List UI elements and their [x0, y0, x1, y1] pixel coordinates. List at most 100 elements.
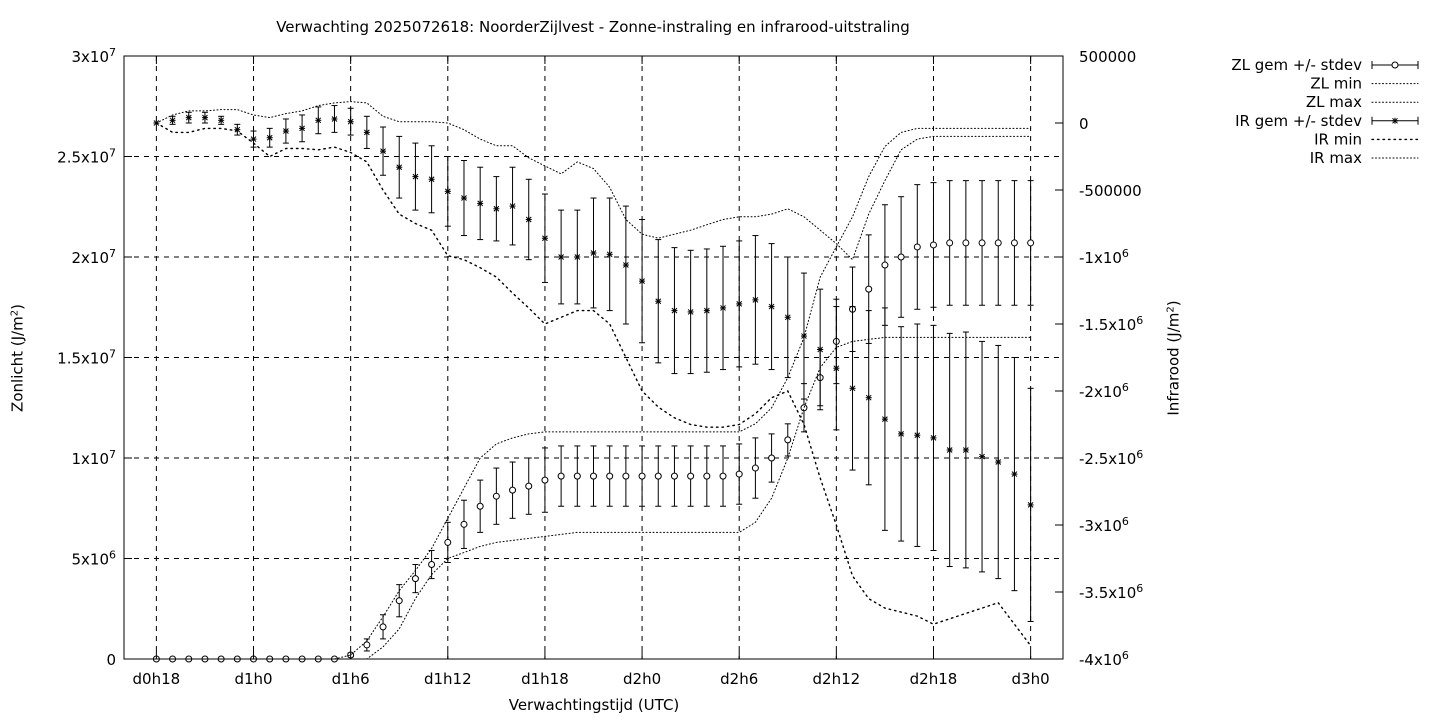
data-point — [638, 472, 646, 480]
series-layer — [152, 101, 1035, 663]
data-point — [590, 472, 597, 480]
data-point — [380, 148, 387, 155]
data-point — [363, 129, 370, 136]
x-tick-label: d2h18 — [910, 670, 958, 688]
data-point — [299, 125, 306, 132]
y-axis-label: Zonlicht (J/m2) — [8, 304, 27, 412]
data-point — [266, 134, 273, 141]
series-line-ir-max — [155, 101, 1032, 261]
data-point — [1011, 471, 1018, 478]
data-point — [784, 436, 792, 444]
y2-tick-label: -1x106 — [1079, 247, 1129, 267]
y2-tick-label: -3.5x106 — [1079, 582, 1143, 602]
data-point — [347, 118, 354, 125]
data-point — [492, 492, 500, 500]
x-tick-label: d1h18 — [521, 670, 569, 688]
data-point — [687, 308, 694, 315]
data-point — [994, 239, 1002, 247]
data-point — [768, 454, 776, 462]
data-point — [412, 173, 419, 180]
data-point — [670, 472, 678, 480]
data-point — [898, 430, 905, 437]
y-tick-label: 0 — [106, 651, 116, 669]
axes: d0h18 d1h0 d1h6 d1h12 d1h18 d2h0 d2h6 d2h12 d2h1… — [57, 46, 1143, 688]
x-tick-label: d2h6 — [720, 670, 758, 688]
data-point — [833, 365, 840, 372]
data-point — [914, 432, 921, 439]
data-point — [930, 434, 937, 441]
data-point — [428, 561, 436, 569]
legend-label: IR gem +/- stdev — [1235, 112, 1362, 130]
y-tick-label: 1.5x107 — [57, 348, 116, 368]
data-point — [411, 575, 419, 583]
x-tick-label: d1h12 — [424, 670, 472, 688]
data-point — [881, 416, 888, 423]
data-point — [444, 188, 451, 195]
data-point — [331, 115, 338, 122]
y2-tick-label: -4x106 — [1079, 649, 1129, 669]
data-point — [655, 298, 662, 305]
data-point — [315, 117, 322, 124]
data-point — [1027, 239, 1035, 247]
y2-tick-label: -2x106 — [1079, 381, 1129, 401]
y-tick-label: 1x107 — [71, 448, 116, 468]
data-point — [913, 243, 921, 251]
data-point — [363, 641, 371, 649]
data-point — [946, 446, 953, 453]
data-point — [541, 235, 548, 242]
data-point — [817, 346, 824, 353]
series-line-ir-min — [155, 122, 1032, 647]
x-tick-label: d2h0 — [623, 670, 661, 688]
data-point — [606, 472, 614, 480]
data-point — [639, 278, 646, 285]
data-point — [622, 262, 629, 269]
data-point — [185, 114, 192, 121]
data-point — [800, 333, 807, 340]
data-point — [557, 472, 565, 480]
data-point — [946, 239, 954, 247]
data-point — [751, 464, 759, 472]
legend-label: ZL gem +/- stdev — [1231, 56, 1362, 74]
x-tick-label: d0h18 — [133, 670, 181, 688]
data-point — [460, 520, 468, 528]
data-point — [396, 164, 403, 171]
y-tick-label: 2.5x107 — [57, 147, 116, 167]
data-point — [477, 200, 484, 207]
y-tick-label: 2x107 — [71, 247, 116, 267]
data-point — [671, 307, 678, 314]
x-tick-label: d3h0 — [1012, 670, 1050, 688]
data-point — [736, 300, 743, 307]
legend-marker — [1392, 117, 1398, 124]
data-point — [979, 453, 986, 460]
data-point — [590, 249, 597, 256]
data-point — [849, 385, 856, 392]
data-point — [654, 472, 662, 480]
y2-tick-label: -2.5x106 — [1079, 448, 1143, 468]
grid-lines — [124, 56, 1063, 659]
data-point — [929, 241, 937, 249]
data-point — [250, 136, 257, 143]
data-point — [962, 446, 969, 453]
legend-marker — [1391, 61, 1399, 69]
data-point — [784, 314, 791, 321]
legend-label: IR max — [1310, 149, 1362, 167]
data-point — [428, 176, 435, 183]
data-point — [703, 307, 710, 314]
data-point — [881, 261, 889, 269]
data-point — [962, 239, 970, 247]
data-point — [444, 538, 452, 546]
data-point — [703, 472, 711, 480]
data-point — [995, 459, 1002, 466]
data-point — [978, 239, 986, 247]
data-point — [541, 476, 549, 484]
data-point — [735, 470, 743, 478]
data-point — [687, 472, 695, 480]
y-tick-label: 5x106 — [71, 549, 116, 569]
chart-title: Verwachting 2025072618: NoorderZijlvest … — [276, 18, 910, 36]
x-tick-label: d2h12 — [813, 670, 861, 688]
data-point — [395, 597, 403, 605]
data-point — [558, 254, 565, 260]
data-point — [476, 502, 484, 510]
data-point — [1027, 501, 1034, 508]
y2-tick-label: -3x106 — [1079, 515, 1129, 535]
